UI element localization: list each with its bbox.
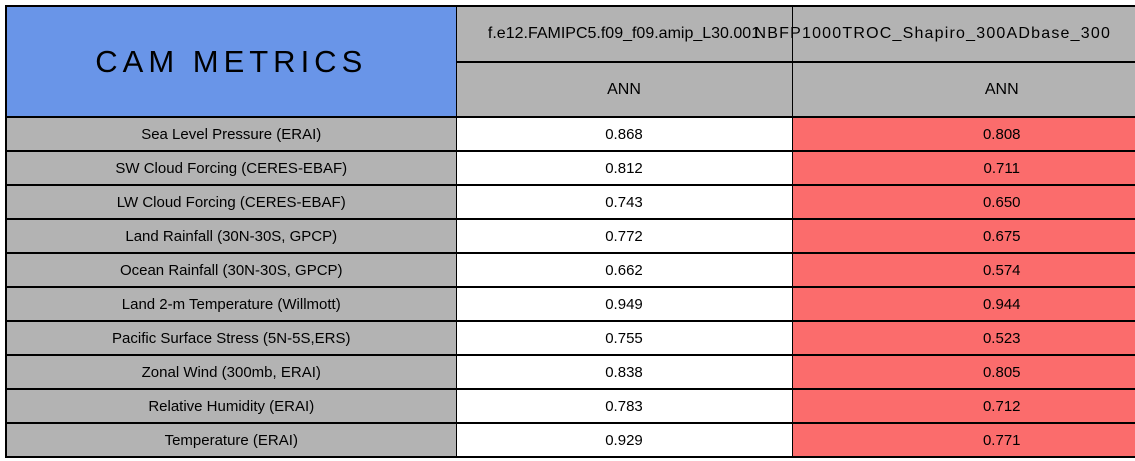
metric-value-run2: 0.711 — [791, 150, 1135, 186]
run2-model-name: NBFP1000TROC_Shapiro_300ADbase_300 — [754, 25, 1112, 42]
metric-value-run1: 0.755 — [455, 320, 793, 356]
metric-row: Pacific Surface Stress (5N-5S,ERS) 0.755… — [5, 320, 1135, 356]
metric-row: Land 2-m Temperature (Willmott) 0.949 0.… — [5, 286, 1135, 322]
season-subheader-run1: ANN — [455, 61, 793, 118]
column-header-run2: NBFP1000TROC_Shapiro_300ADbase_300 — [755, 5, 1135, 63]
metric-value-run1: 0.838 — [455, 354, 793, 390]
metric-value-run2: 0.808 — [791, 116, 1135, 152]
metric-value-run2: 0.771 — [791, 422, 1135, 458]
metric-value-run1: 0.929 — [455, 422, 793, 458]
table-title: CAM METRICS — [5, 5, 457, 118]
metric-label: Land Rainfall (30N-30S, GPCP) — [5, 218, 457, 254]
metric-label: Zonal Wind (300mb, ERAI) — [5, 354, 457, 390]
metrics-table-viewport: CAM METRICS f.e12.FAMIPC5.f09_f09.amip_L… — [5, 5, 1135, 460]
run1-model-name: f.e12.FAMIPC5.f09_f09.amip_L30.001 — [487, 25, 761, 42]
metric-value-run2: 0.574 — [791, 252, 1135, 288]
metric-label: Ocean Rainfall (30N-30S, GPCP) — [5, 252, 457, 288]
metric-value-run2: 0.805 — [791, 354, 1135, 390]
metrics-body: Sea Level Pressure (ERAI) 0.868 0.808 SW… — [5, 116, 1135, 458]
metric-row: Ocean Rainfall (30N-30S, GPCP) 0.662 0.5… — [5, 252, 1135, 288]
metric-value-run1: 0.743 — [455, 184, 793, 220]
metric-value-run1: 0.783 — [455, 388, 793, 424]
metric-label: Pacific Surface Stress (5N-5S,ERS) — [5, 320, 457, 356]
metric-value-run1: 0.772 — [455, 218, 793, 254]
metric-row: SW Cloud Forcing (CERES-EBAF) 0.812 0.71… — [5, 150, 1135, 186]
season-subheader-run2: ANN — [791, 61, 1135, 118]
metric-row: Temperature (ERAI) 0.929 0.771 — [5, 422, 1135, 458]
metric-label: Temperature (ERAI) — [5, 422, 457, 458]
metric-value-run2: 0.944 — [791, 286, 1135, 322]
metric-label: SW Cloud Forcing (CERES-EBAF) — [5, 150, 457, 186]
metric-value-run2: 0.523 — [791, 320, 1135, 356]
metric-row: Relative Humidity (ERAI) 0.783 0.712 — [5, 388, 1135, 424]
metric-row: Sea Level Pressure (ERAI) 0.868 0.808 — [5, 116, 1135, 152]
metric-value-run1: 0.868 — [455, 116, 793, 152]
cam-metrics-table: CAM METRICS f.e12.FAMIPC5.f09_f09.amip_L… — [5, 5, 1135, 458]
metric-value-run2: 0.712 — [791, 388, 1135, 424]
metric-value-run2: 0.675 — [791, 218, 1135, 254]
metric-value-run2: 0.650 — [791, 184, 1135, 220]
model-header-row: CAM METRICS f.e12.FAMIPC5.f09_f09.amip_L… — [5, 5, 1135, 118]
season-header-row: ANN ANN — [6, 61, 1135, 118]
metric-row: LW Cloud Forcing (CERES-EBAF) 0.743 0.65… — [5, 184, 1135, 220]
metric-row: Zonal Wind (300mb, ERAI) 0.838 0.805 — [5, 354, 1135, 390]
metric-label: LW Cloud Forcing (CERES-EBAF) — [5, 184, 457, 220]
column-header-run1: f.e12.FAMIPC5.f09_f09.amip_L30.001 — [455, 5, 793, 63]
metric-value-run1: 0.949 — [455, 286, 793, 322]
metric-value-run1: 0.662 — [455, 252, 793, 288]
metric-row: Land Rainfall (30N-30S, GPCP) 0.772 0.67… — [5, 218, 1135, 254]
metric-label: Sea Level Pressure (ERAI) — [5, 116, 457, 152]
metric-label: Land 2-m Temperature (Willmott) — [5, 286, 457, 322]
metric-value-run1: 0.812 — [455, 150, 793, 186]
metric-label: Relative Humidity (ERAI) — [5, 388, 457, 424]
